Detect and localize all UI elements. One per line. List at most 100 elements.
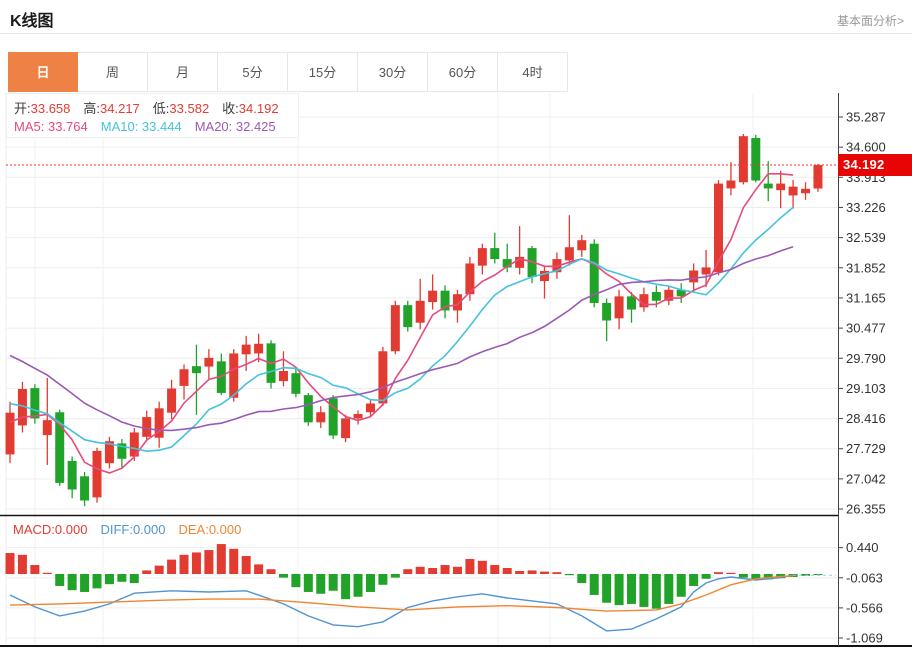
tab-month[interactable]: 月	[148, 52, 218, 92]
legend-diff: DIFF:0.000	[100, 522, 166, 537]
candle-body	[788, 186, 798, 196]
tab-30min[interactable]: 30分	[358, 52, 428, 92]
y-axis-label: 33.226	[846, 200, 886, 215]
candle-body	[191, 366, 201, 374]
macd-bar	[80, 574, 90, 592]
candle-body	[627, 296, 636, 310]
candle-body	[689, 270, 699, 283]
macd-bar	[515, 571, 525, 574]
candle-body	[776, 183, 786, 191]
candle-body	[763, 183, 773, 189]
macd-bar	[229, 548, 239, 574]
candle-body	[639, 294, 649, 308]
y-axis-label: 35.287	[846, 110, 886, 125]
ma-legend: MA5: 33.764 MA10: 33.444 MA20: 32.425	[14, 119, 289, 134]
macd-bar	[552, 572, 562, 574]
macd-bar	[341, 574, 351, 600]
macd-bar	[452, 566, 462, 574]
y-axis-label: 26.355	[846, 502, 886, 517]
macd-bar	[104, 574, 114, 585]
fundamental-analysis-link[interactable]: 基本面分析>	[836, 14, 904, 28]
macd-bar	[92, 574, 102, 589]
ma10-line	[9, 206, 794, 453]
tab-4hour[interactable]: 4时	[498, 52, 568, 92]
tab-day[interactable]: 日	[8, 52, 78, 92]
macd-bar	[539, 571, 549, 574]
macd-bar	[142, 570, 152, 574]
tab-15min[interactable]: 15分	[288, 52, 358, 92]
macd-bar	[428, 568, 438, 574]
diff-line	[9, 574, 794, 632]
macd-legend: MACD:0.000 DIFF:0.000 DEA:0.000	[13, 522, 254, 537]
y-axis-label: 28.416	[846, 411, 886, 426]
macd-bar	[614, 574, 624, 606]
macd-bar	[67, 574, 77, 591]
macd-bar	[316, 574, 326, 594]
candle-body	[104, 441, 114, 464]
candle-body	[664, 289, 674, 301]
legend-ma5: MA5: 33.764	[14, 119, 88, 134]
legend-low: 低:33.582	[152, 101, 210, 116]
y-axis-label: 29.790	[846, 351, 886, 366]
legend-box: 开:33.658 高:34.217 低:33.582 收:34.192 MA5: 33…	[6, 93, 299, 138]
candle-body	[353, 414, 363, 419]
candle-body	[30, 388, 40, 419]
macd-bar	[676, 574, 686, 597]
tab-week[interactable]: 周	[78, 52, 148, 92]
candle-body	[241, 344, 251, 355]
candle-body	[42, 420, 52, 436]
macd-bar	[477, 560, 487, 574]
macd-bar	[763, 574, 773, 580]
y-axis-label: 27.729	[846, 441, 886, 456]
macd-bar	[502, 568, 512, 574]
candle-body	[341, 418, 351, 439]
ma20-line	[9, 245, 794, 432]
macd-bar	[564, 574, 574, 576]
legend-ma10: MA10: 33.444	[100, 119, 182, 134]
macd-bar	[117, 574, 127, 582]
macd-bar	[639, 574, 649, 607]
macd-bar	[701, 574, 711, 579]
y-axis-label: 29.103	[846, 381, 886, 396]
macd-bar	[415, 566, 425, 574]
y-axis-label: 31.852	[846, 260, 886, 275]
candle-body	[303, 395, 313, 423]
candle-body	[17, 388, 27, 426]
macd-bar	[154, 565, 164, 574]
macd-bar	[241, 556, 251, 574]
header-divider	[0, 33, 912, 34]
candle-body	[589, 243, 599, 303]
candle-body	[440, 290, 450, 311]
macd-bar	[602, 574, 612, 603]
candle-body	[316, 412, 326, 423]
y-axis-label: 31.165	[846, 290, 886, 305]
candle-body	[676, 289, 686, 297]
candle-body	[564, 247, 574, 261]
candle-body	[738, 136, 748, 183]
macd-bar	[651, 574, 661, 609]
macd-bar	[627, 574, 636, 604]
candle-body	[577, 240, 587, 251]
macd-bar	[216, 544, 226, 574]
candle-body	[539, 270, 549, 282]
candle-body	[278, 370, 288, 382]
macd-bar	[179, 554, 189, 574]
y-axis-label: -0.566	[846, 600, 883, 615]
y-axis-label: 27.042	[846, 471, 886, 486]
macd-bar	[129, 574, 139, 583]
macd-bar	[365, 574, 375, 592]
tab-5min[interactable]: 5分	[218, 52, 288, 92]
candle-body	[378, 351, 388, 404]
macd-bar	[353, 574, 363, 597]
y-axis-label: 0.440	[846, 540, 879, 555]
tab-60min[interactable]: 60分	[428, 52, 498, 92]
candle-body	[390, 305, 400, 352]
macd-bar	[589, 574, 599, 595]
macd-bar	[291, 574, 301, 588]
macd-bar	[266, 569, 276, 574]
page-title: K线图	[10, 13, 54, 30]
y-axis-label: -0.063	[846, 570, 883, 585]
macd-bar	[403, 569, 413, 574]
macd-bar	[738, 574, 748, 578]
